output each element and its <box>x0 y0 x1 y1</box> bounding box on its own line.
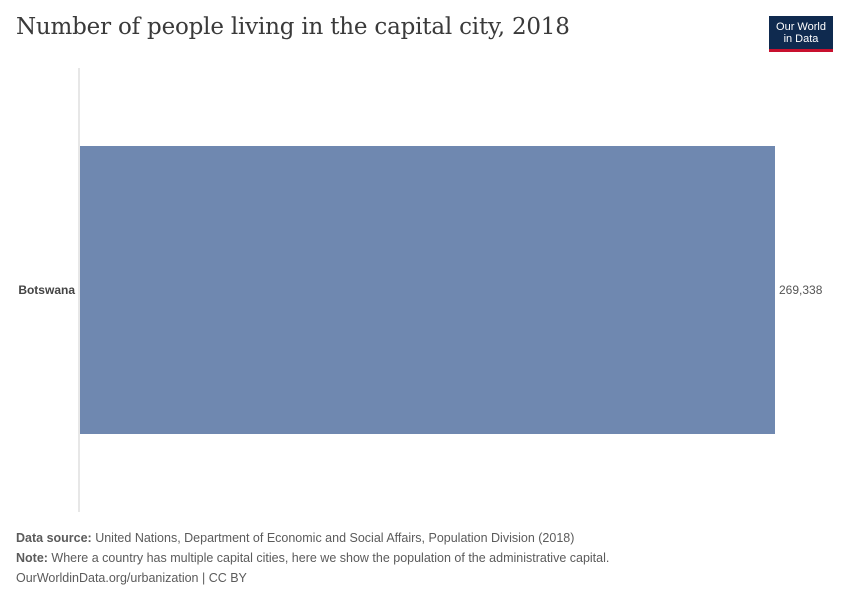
data-source-text: United Nations, Department of Economic a… <box>91 531 575 545</box>
owid-logo[interactable]: Our World in Data <box>769 16 833 52</box>
note-line: Note: Where a country has multiple capit… <box>16 548 609 568</box>
credit-link[interactable]: OurWorldinData.org/urbanization | CC BY <box>16 571 247 585</box>
data-source-label: Data source: <box>16 531 92 545</box>
note-text: Where a country has multiple capital cit… <box>47 551 610 565</box>
chart-footer: Data source: United Nations, Department … <box>16 528 609 588</box>
note-label: Note: <box>16 551 48 565</box>
logo-line-2: in Data <box>783 33 819 45</box>
chart-title: Number of people living in the capital c… <box>16 14 570 40</box>
logo-line-1: Our World <box>776 21 826 33</box>
bar-botswana[interactable] <box>80 146 775 434</box>
value-label: 269,338 <box>779 283 823 297</box>
data-source-line: Data source: United Nations, Department … <box>16 528 609 548</box>
category-label: Botswana <box>18 283 75 297</box>
bar-chart: Botswana 269,338 <box>18 68 823 512</box>
